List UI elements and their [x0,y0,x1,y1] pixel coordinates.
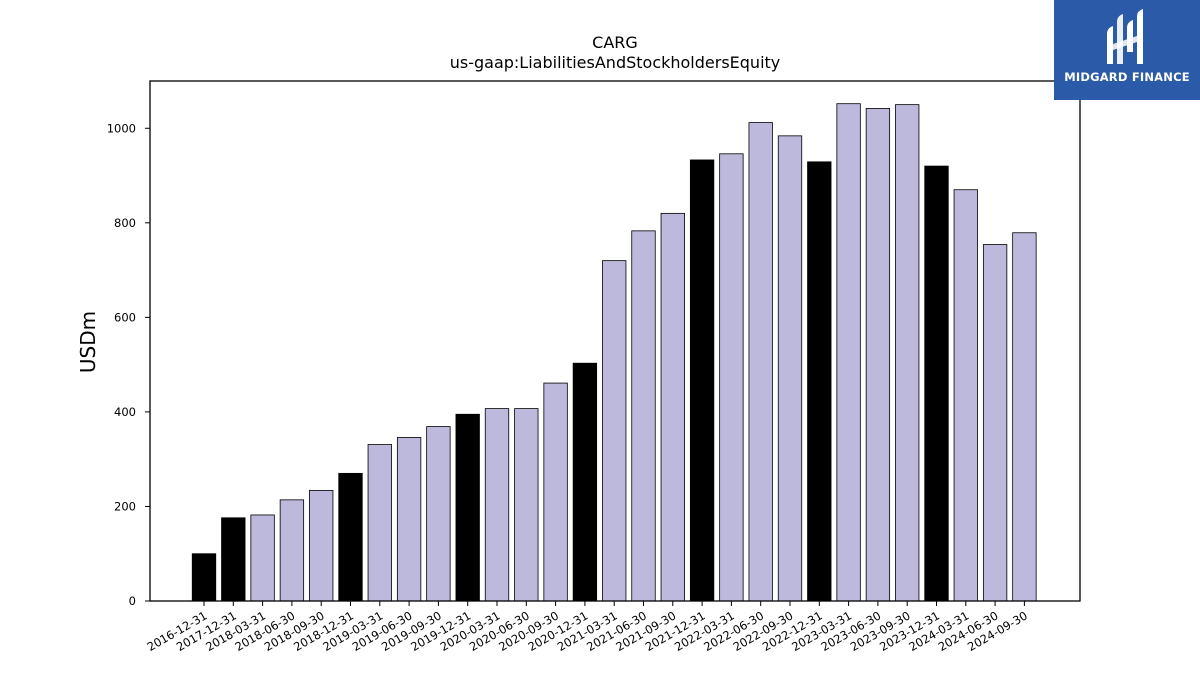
y-tick-label: 0 [129,594,136,608]
bar-2019-09-30 [426,426,451,602]
logo: MIDGARD FINANCE [1054,0,1200,100]
bar-2020-09-30 [543,382,568,602]
bar-2021-09-30 [660,212,685,602]
y-tick-label: 1000 [107,121,136,135]
bar-2022-03-31 [719,153,744,602]
bar-2018-09-30 [309,489,334,602]
y-tick-label: 800 [114,216,136,230]
bar-2018-06-30 [279,499,305,602]
chart-subtitle: us-gaap:LiabilitiesAndStockholdersEquity [450,53,781,72]
bar-2022-09-30 [777,135,803,602]
bar-2020-03-31 [484,408,510,602]
chart-title: CARG [592,33,638,52]
bar-2024-09-30 [1012,232,1037,602]
bar-2024-03-31 [953,189,978,602]
y-axis-label: USDm [76,311,100,373]
y-tick-label: 600 [114,310,136,324]
plot-frame [149,80,1081,602]
bars-group [191,103,1037,602]
bar-2019-12-31 [455,413,480,602]
bar-2021-12-31 [689,159,715,602]
bar-2018-03-31 [250,514,275,602]
bar-2022-06-30 [748,122,773,602]
y-axis-ticks: 0 200 400 600 800 1000 [107,121,150,608]
x-axis-ticks: 2016-12-312017-12-312018-03-312018-06-30… [145,601,1030,654]
logo-text: MIDGARD FINANCE [1064,70,1190,84]
bar-2021-06-30 [631,230,656,602]
bar-2023-06-30 [865,108,891,602]
bar-2016-12-31 [191,553,217,602]
bar-2023-12-31 [924,165,949,602]
bar-2020-06-30 [514,408,539,602]
bar-2020-12-31 [572,362,598,602]
bar-2023-03-31 [836,103,861,602]
bar-2019-06-30 [396,437,422,602]
bar-2018-12-31 [338,472,363,602]
bar-2024-06-30 [982,244,1008,602]
bar-2017-12-31 [221,517,246,602]
y-tick-label: 200 [114,499,136,513]
midgard-logo-icon [1107,9,1143,64]
bar-2021-03-31 [602,260,627,602]
y-tick-label: 400 [114,405,136,419]
bar-2023-09-30 [895,104,920,602]
bar-2022-12-31 [807,161,832,602]
bar-2019-03-31 [367,444,392,602]
